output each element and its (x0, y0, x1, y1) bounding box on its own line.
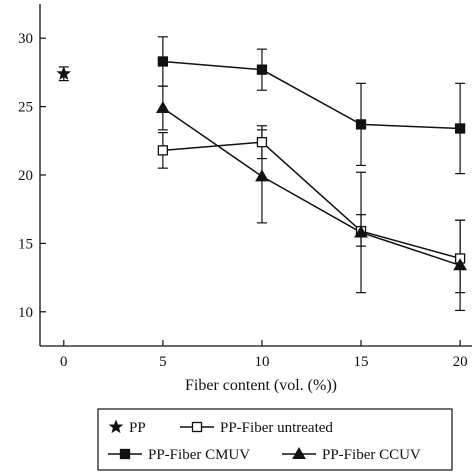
x-tick-label: 20 (453, 354, 468, 370)
legend-label-pp-fiber-cmuv: PP-Fiber CMUV (148, 447, 250, 463)
tick-labels: 10 15 20 25 30 0 5 10 15 20 (18, 31, 468, 370)
x-tick-label: 15 (354, 354, 369, 370)
data-point-pp-fiber-cmuv (355, 119, 367, 130)
legend-label-pp-fiber-ccuv: PP-Fiber CCUV (322, 447, 421, 463)
series-lines (162, 60, 461, 267)
series-line-pp-fiber-ccuv (162, 107, 461, 267)
data-point-pp-fiber-ccuv (255, 169, 269, 182)
data-point-pp-fiber-cmuv (454, 123, 466, 134)
legend-marker-pp-fiber-cmuv (119, 448, 131, 460)
legend-marker-pp-fiber-untreated (191, 421, 203, 433)
y-tick-label: 25 (18, 100, 33, 116)
data-point-pp-fiber-cmuv (256, 64, 268, 75)
x-tick-label: 0 (60, 354, 68, 370)
series-line-pp-fiber-untreated (162, 141, 461, 260)
data-point-pp (56, 66, 72, 80)
legend-box (97, 408, 453, 471)
x-axis-title: Fiber content (vol. (%)) (185, 377, 337, 394)
legend-marker-pp (108, 419, 124, 434)
legend-label-pp-fiber-untreated: PP-Fiber untreated (220, 420, 333, 436)
data-point-pp-fiber-cmuv (157, 56, 169, 67)
x-tick-label: 5 (159, 354, 167, 370)
legend: PP PP-Fiber untreated PP-Fiber CMUV PP-Fibe… (97, 408, 453, 471)
data-point-pp-fiber-ccuv (156, 100, 170, 113)
data-markers (56, 56, 467, 271)
data-point-pp-fiber-ccuv (354, 225, 368, 238)
data-point-pp-fiber-ccuv (453, 258, 467, 271)
axes (39, 4, 472, 347)
y-tick-label: 20 (18, 168, 33, 184)
data-point-pp-fiber-untreated (256, 137, 268, 148)
data-point-pp-fiber-untreated (157, 145, 169, 156)
y-tick-label: 30 (18, 31, 33, 47)
y-tick-label: 10 (18, 305, 33, 321)
legend-label-pp: PP (129, 420, 146, 436)
legend-marker-pp-fiber-ccuv (292, 446, 306, 459)
y-tick-label: 15 (18, 236, 33, 252)
x-tick-label: 10 (254, 354, 269, 370)
series-line-pp-fiber-cmuv (162, 60, 461, 130)
